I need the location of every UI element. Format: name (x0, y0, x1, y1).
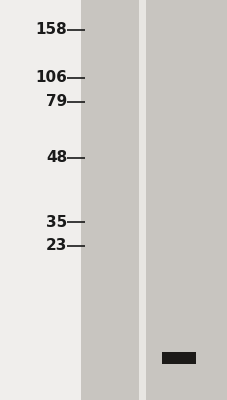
Text: 23: 23 (46, 238, 67, 254)
Bar (145, 0, 227, 400)
Text: 35: 35 (46, 214, 67, 230)
Text: 48: 48 (46, 150, 67, 166)
Bar (162, 352, 195, 364)
Bar (0, 0, 81, 400)
Text: 79: 79 (46, 94, 67, 110)
Text: 106: 106 (35, 70, 67, 86)
Text: 158: 158 (35, 22, 67, 38)
Bar (138, 0, 145, 400)
Bar (81, 0, 138, 400)
